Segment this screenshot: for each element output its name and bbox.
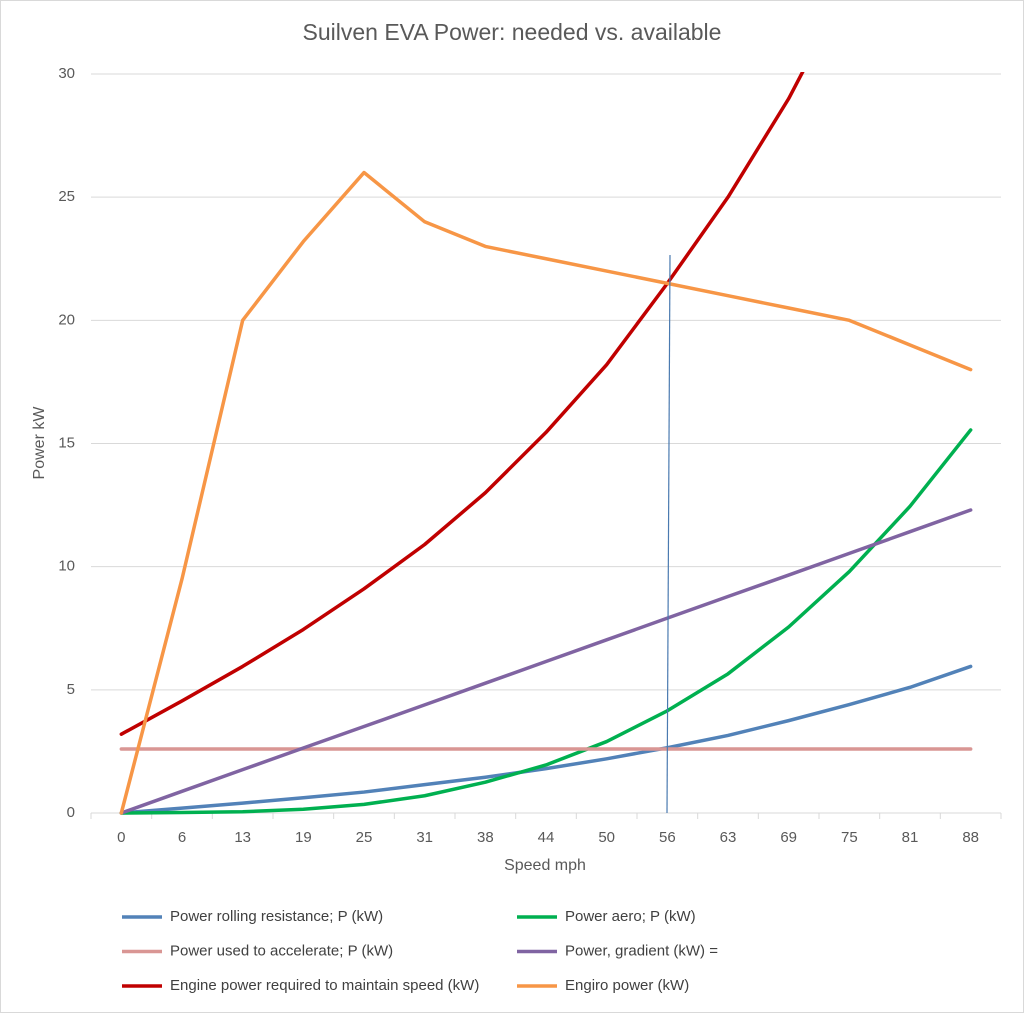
x-tick-label: 19: [295, 829, 312, 846]
x-axis-title: Speed mph: [504, 857, 586, 874]
grid: 0 5 10 15 20 25 30 0 6 13 19 25 31 38 44 50 56 63 69 75 81 88: [58, 65, 1002, 846]
y-axis-title: Power kW: [31, 406, 48, 480]
y-tick-label: 20: [58, 311, 75, 328]
x-tick-label: 50: [598, 829, 615, 846]
y-tick-label: 25: [58, 188, 75, 205]
legend-label: Power, gradient (kW) =: [565, 942, 718, 959]
x-tick-label: 6: [178, 829, 186, 846]
x-tick-label: 44: [538, 829, 555, 846]
legend-label: Power used to accelerate; P (kW): [170, 942, 393, 959]
y-tick-label: 0: [67, 804, 75, 821]
x-tick-label: 75: [841, 829, 858, 846]
x-tick-label: 81: [902, 829, 919, 846]
x-tick-label: 25: [356, 829, 373, 846]
x-tick-label: 0: [117, 829, 125, 846]
chart-title: Suilven EVA Power: needed vs. available: [303, 19, 722, 45]
series-line: [119, 508, 973, 815]
plot-lines: [119, 72, 973, 815]
y-tick-label: 30: [58, 65, 75, 82]
series-line: [119, 170, 973, 815]
legend: Power rolling resistance; P (kW) Power ae…: [122, 908, 718, 994]
legend-label: Engiro power (kW): [565, 977, 689, 994]
y-tick-label: 10: [58, 558, 75, 575]
series-line: [119, 664, 973, 815]
series-line: [119, 72, 805, 736]
legend-label: Engine power required to maintain speed …: [170, 977, 479, 994]
series-line: [119, 428, 973, 815]
legend-label: Power rolling resistance; P (kW): [170, 908, 383, 925]
y-tick-label: 5: [67, 681, 75, 698]
y-tick-label: 15: [58, 434, 75, 451]
x-tick-label: 88: [962, 829, 979, 846]
x-tick-label: 69: [780, 829, 797, 846]
x-tick-label: 63: [720, 829, 737, 846]
marker-line: [666, 254, 671, 814]
legend-label: Power aero; P (kW): [565, 908, 696, 925]
x-tick-label: 13: [234, 829, 251, 846]
x-tick-label: 31: [416, 829, 433, 846]
x-tick-label: 56: [659, 829, 676, 846]
x-tick-label: 38: [477, 829, 494, 846]
